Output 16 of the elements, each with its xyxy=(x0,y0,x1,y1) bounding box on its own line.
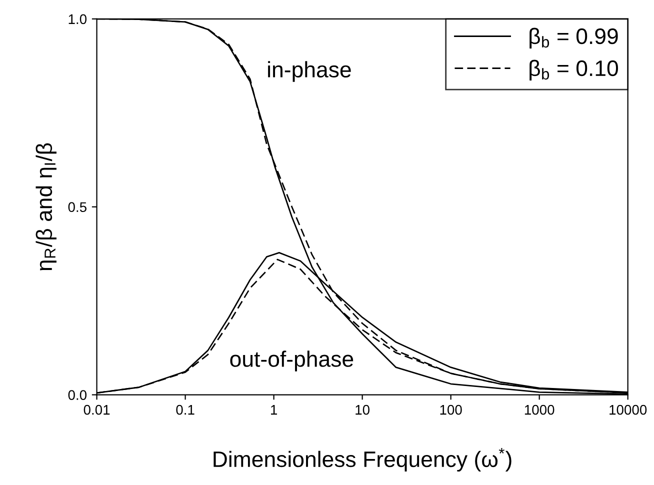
annotation: out-of-phase xyxy=(230,350,354,372)
legend-label: β$_{b}$ = 0.99 xyxy=(530,28,618,49)
x-tick-label: 10000 xyxy=(610,404,647,415)
y-tick-label: 0.0 xyxy=(68,390,87,400)
x-tick-label: 0.01 xyxy=(84,404,110,415)
x-tick-label: 100 xyxy=(440,404,462,415)
x-axis-title: Dimensionless Frequency (ω$^{*}$) xyxy=(214,448,512,472)
x-tick-label: 0.1 xyxy=(176,404,194,415)
y-axis-title: η$_{R}$/β and η$_{I}$/β xyxy=(36,143,56,270)
y-tick-label: 1.0 xyxy=(68,14,87,24)
x-tick-label: 1 xyxy=(271,405,277,415)
x-tick-label: 1000 xyxy=(524,404,554,415)
annotation: in-phase xyxy=(268,61,351,82)
y-tick-label: 0.5 xyxy=(68,202,86,212)
x-tick-label: 10 xyxy=(356,404,370,415)
legend-label: β$_{b}$ = 0.10 xyxy=(530,60,618,81)
